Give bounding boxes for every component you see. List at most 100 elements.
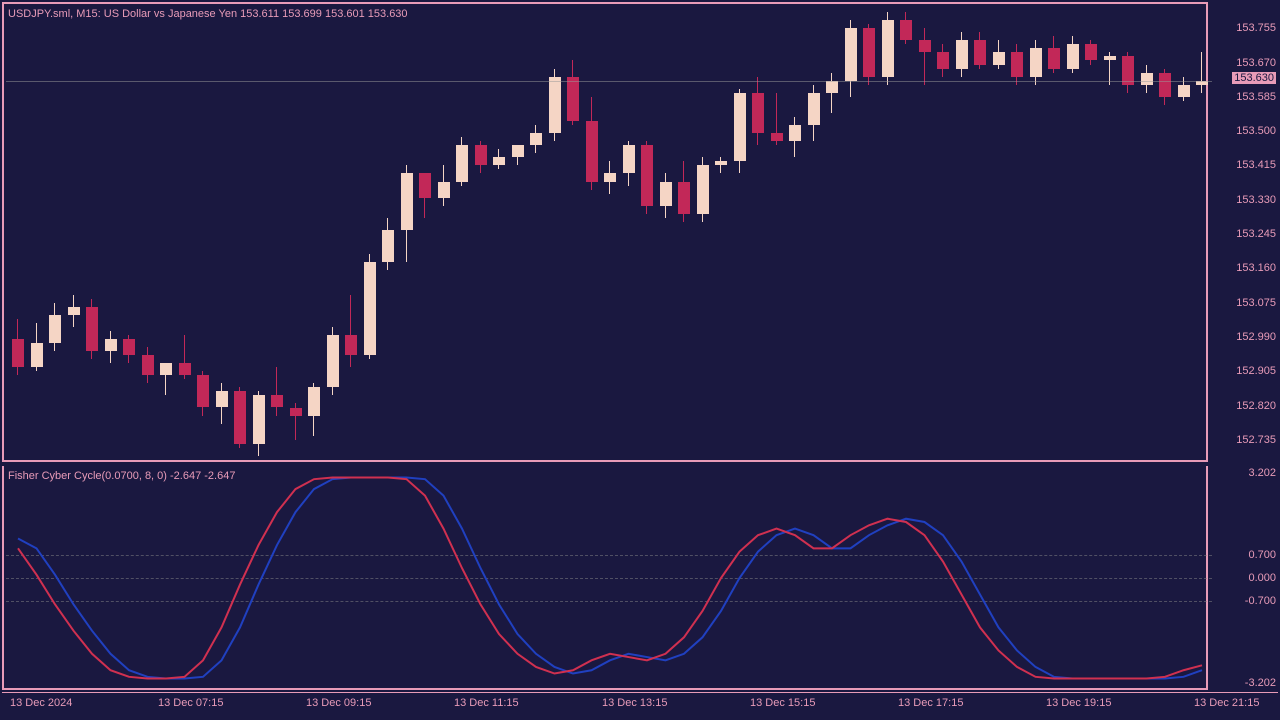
main-price-panel[interactable]: USDJPY.sml, M15: US Dollar vs Japanese Y… bbox=[2, 2, 1208, 462]
time-tick: 13 Dec 17:15 bbox=[898, 697, 963, 709]
candle bbox=[290, 403, 302, 439]
candle bbox=[974, 32, 986, 68]
price-tick: 153.160 bbox=[1236, 262, 1276, 274]
price-tick: 153.330 bbox=[1236, 194, 1276, 206]
candle bbox=[475, 141, 487, 173]
ohlc-readout: 153.611 153.699 153.601 153.630 bbox=[240, 8, 407, 20]
price-tick: 152.735 bbox=[1236, 434, 1276, 446]
candle bbox=[789, 117, 801, 157]
candle bbox=[715, 157, 727, 173]
indicator-lines bbox=[4, 466, 1210, 690]
time-axis: 13 Dec 2024 13 Dec 07:15 13 Dec 09:15 13 De… bbox=[2, 692, 1278, 718]
price-tick: 152.990 bbox=[1236, 331, 1276, 343]
candle bbox=[826, 73, 838, 113]
candle bbox=[512, 145, 524, 165]
chart-container: USDJPY.sml, M15: US Dollar vs Japanese Y… bbox=[0, 0, 1280, 720]
candle bbox=[364, 254, 376, 359]
candle bbox=[308, 383, 320, 435]
price-axis: 152.735152.820152.905152.990153.075153.1… bbox=[1210, 2, 1280, 462]
symbol-desc: US Dollar vs Japanese Yen bbox=[101, 8, 240, 20]
chart-title: USDJPY.sml, M15: US Dollar vs Japanese Y… bbox=[8, 8, 408, 20]
candle bbox=[31, 323, 43, 371]
candle bbox=[900, 12, 912, 44]
current-price-label: 153.630 bbox=[1232, 72, 1276, 84]
candle bbox=[771, 93, 783, 145]
candle bbox=[401, 165, 413, 262]
candle bbox=[1159, 69, 1171, 105]
candle bbox=[234, 387, 246, 448]
candle bbox=[49, 303, 61, 351]
price-tick: 153.415 bbox=[1236, 159, 1276, 171]
candle bbox=[160, 363, 172, 395]
candle bbox=[1067, 36, 1079, 72]
candle bbox=[345, 295, 357, 368]
candle bbox=[660, 173, 672, 217]
candle bbox=[68, 295, 80, 327]
candle bbox=[1030, 40, 1042, 84]
candle bbox=[808, 85, 820, 141]
indicator-tick: -3.202 bbox=[1245, 677, 1276, 689]
candle bbox=[956, 32, 968, 76]
candle bbox=[586, 97, 598, 190]
candle bbox=[1085, 40, 1097, 64]
candle bbox=[419, 173, 431, 217]
symbol-label: USDJPY.sml, M15: bbox=[8, 8, 101, 20]
price-tick: 153.075 bbox=[1236, 297, 1276, 309]
indicator-tick: -0.700 bbox=[1245, 595, 1276, 607]
candle bbox=[253, 391, 265, 456]
indicator-axis: -3.202 -0.700 0.000 0.700 3.202 bbox=[1210, 466, 1280, 690]
time-tick: 13 Dec 09:15 bbox=[306, 697, 371, 709]
candle bbox=[327, 327, 339, 396]
candle bbox=[197, 371, 209, 415]
candle bbox=[1141, 65, 1153, 93]
candle bbox=[530, 125, 542, 153]
candle bbox=[1196, 52, 1208, 92]
candle bbox=[937, 44, 949, 76]
candle bbox=[493, 149, 505, 169]
candle bbox=[567, 60, 579, 125]
price-tick: 152.820 bbox=[1236, 400, 1276, 412]
candle bbox=[12, 319, 24, 375]
candle bbox=[549, 69, 561, 142]
candle bbox=[1048, 36, 1060, 72]
candle bbox=[456, 137, 468, 185]
price-tick: 153.500 bbox=[1236, 125, 1276, 137]
candle bbox=[271, 367, 283, 415]
time-tick: 13 Dec 21:15 bbox=[1194, 697, 1259, 709]
indicator-tick: 0.700 bbox=[1248, 549, 1276, 561]
candle bbox=[882, 12, 894, 85]
indicator-title: Fisher Cyber Cycle(0.0700, 8, 0) -2.647 … bbox=[8, 470, 235, 482]
candle bbox=[697, 157, 709, 222]
price-tick: 153.585 bbox=[1236, 91, 1276, 103]
candle bbox=[1122, 52, 1134, 92]
price-tick: 153.755 bbox=[1236, 22, 1276, 34]
time-tick: 13 Dec 11:15 bbox=[454, 697, 519, 709]
price-tick: 153.245 bbox=[1236, 228, 1276, 240]
candle bbox=[641, 141, 653, 214]
candle bbox=[734, 89, 746, 174]
candle bbox=[993, 40, 1005, 68]
time-tick: 13 Dec 13:15 bbox=[602, 697, 667, 709]
candle bbox=[604, 161, 616, 193]
candle bbox=[845, 20, 857, 97]
time-tick: 13 Dec 2024 bbox=[10, 697, 72, 709]
indicator-tick: 3.202 bbox=[1248, 467, 1276, 479]
candle bbox=[1011, 44, 1023, 84]
candle bbox=[123, 335, 135, 363]
candle bbox=[382, 218, 394, 270]
indicator-panel[interactable]: Fisher Cyber Cycle(0.0700, 8, 0) -2.647 … bbox=[2, 466, 1208, 690]
candle bbox=[678, 161, 690, 222]
time-tick: 13 Dec 19:15 bbox=[1046, 697, 1111, 709]
candle bbox=[623, 141, 635, 185]
candle bbox=[179, 335, 191, 379]
candle bbox=[105, 331, 117, 363]
candle bbox=[863, 24, 875, 85]
candle bbox=[752, 77, 764, 146]
time-tick: 13 Dec 07:15 bbox=[158, 697, 223, 709]
time-tick: 13 Dec 15:15 bbox=[750, 697, 815, 709]
candle bbox=[919, 28, 931, 84]
candle bbox=[142, 347, 154, 383]
indicator-tick: 0.000 bbox=[1248, 572, 1276, 584]
candle bbox=[86, 299, 98, 360]
candle bbox=[438, 165, 450, 205]
